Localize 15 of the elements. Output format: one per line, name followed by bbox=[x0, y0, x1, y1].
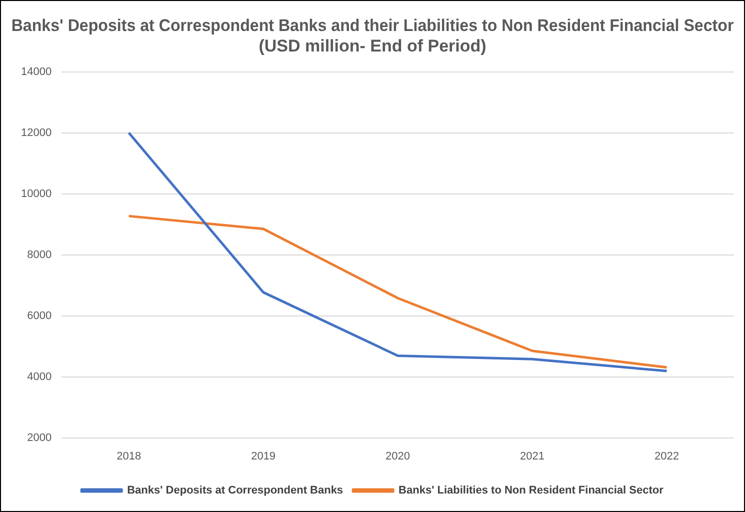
y-tick-label: 14000 bbox=[20, 66, 52, 78]
y-tick-label: 10000 bbox=[20, 188, 52, 200]
x-tick-label: 2021 bbox=[520, 450, 545, 462]
legend-label: Banks' Deposits at Correspondent Banks bbox=[127, 484, 344, 497]
x-tick-label: 2018 bbox=[116, 450, 142, 462]
y-tick-label: 2000 bbox=[27, 432, 52, 444]
x-tick-label: 2020 bbox=[386, 450, 410, 462]
y-tick-label: 6000 bbox=[27, 310, 52, 322]
x-tick-label: 2019 bbox=[251, 450, 276, 462]
y-tick-label: 12000 bbox=[20, 126, 52, 139]
y-tick-label: 4000 bbox=[27, 370, 52, 383]
chart-title: Banks' Deposits at Correspondent Banks and their Liabilities to Non Resident Financial Sector (USD million- End of Period) bbox=[11, 15, 734, 56]
y-tick-label: 8000 bbox=[27, 248, 52, 261]
x-tick-label: 2022 bbox=[654, 450, 679, 462]
legend-label: Banks' Liabilities to Non Resident Financial Sector bbox=[398, 484, 664, 497]
